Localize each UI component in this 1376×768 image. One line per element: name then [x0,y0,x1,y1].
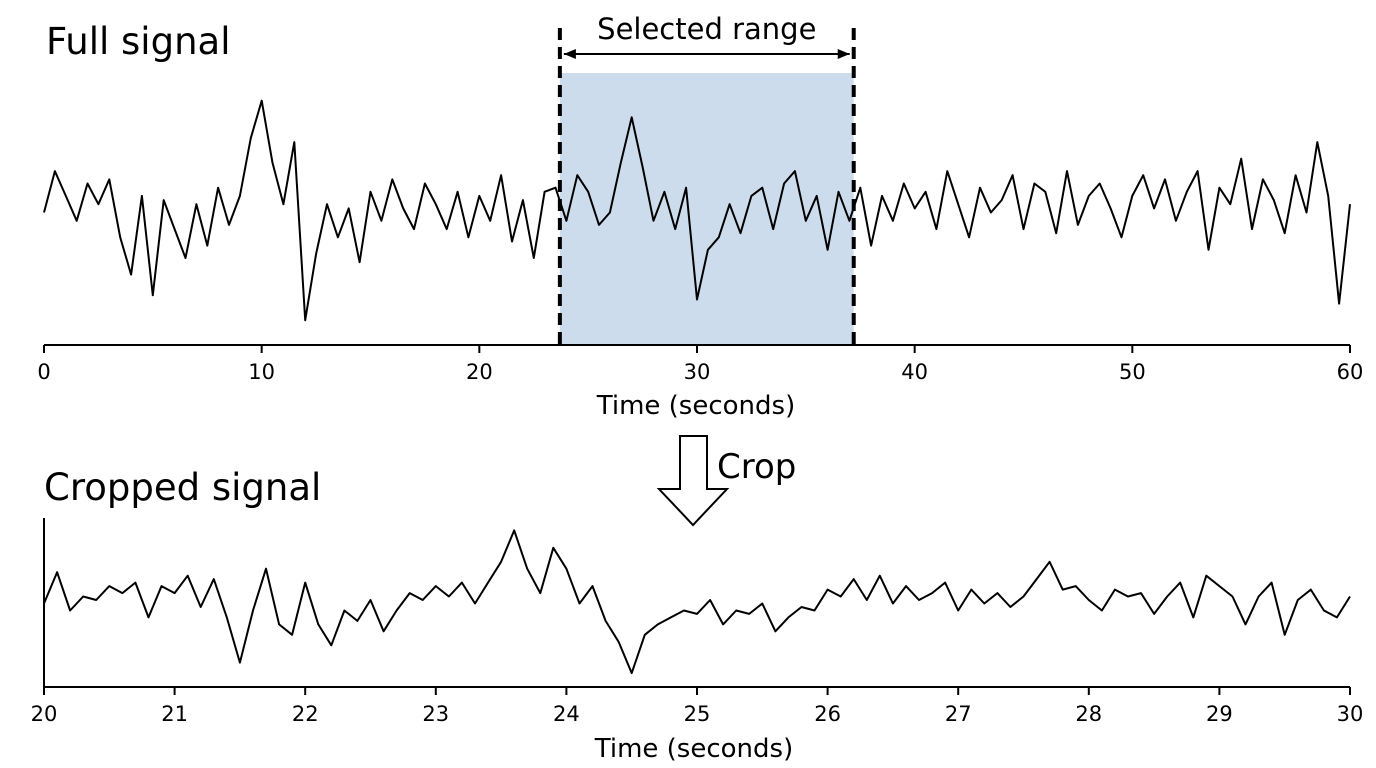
cropped-signal-line [43,529,1351,675]
full-signal-x-tick-label: 20 [466,360,493,384]
crop-indicator: Crop [656,435,796,527]
cropped-signal-x-ticks: 20 21 22 23 24 25 26 27 28 29 30 [31,687,1364,726]
full-signal-x-tick-label: 10 [248,360,275,384]
selected-range-highlight [559,73,854,345]
cropped-signal-x-tick-label: 27 [945,702,972,726]
cropped-signal-title: Cropped signal [44,466,321,509]
cropped-signal-x-tick-label: 24 [553,702,580,726]
down-arrow-icon [656,435,730,527]
selected-range-label: Selected range [597,12,816,46]
cropped-signal-x-tick-label: 29 [1206,702,1233,726]
full-signal-x-axis-label: Time (seconds) [596,391,795,421]
full-signal-x-tick-label: 50 [1119,360,1146,384]
cropped-signal-x-tick-label: 30 [1337,702,1364,726]
cropped-signal-x-tick-label: 22 [292,702,319,726]
full-signal-x-tick-label: 30 [684,360,711,384]
cropped-signal-x-tick-label: 28 [1075,702,1102,726]
full-signal-x-tick-label: 60 [1337,360,1364,384]
cropped-signal-x-tick-label: 26 [814,702,841,726]
full-signal-x-tick-label: 40 [901,360,928,384]
cropped-signal-x-tick-label: 25 [684,702,711,726]
crop-label: Crop [717,447,796,487]
full-signal-chart: Full signal Selected range 0 10 20 30 40 50 60… [37,12,1363,421]
cropped-signal-x-tick-label: 23 [422,702,449,726]
cropped-signal-x-axis-label: Time (seconds) [594,734,793,764]
selected-range-arrowhead-right [837,49,850,59]
cropped-signal-chart: Cropped signal 20 21 22 23 24 25 26 27 28 29 30 Ti… [31,466,1364,764]
full-signal-x-ticks: 0 10 20 30 40 50 60 [37,345,1363,384]
selected-range-arrowhead-left [563,49,576,59]
full-signal-title: Full signal [46,20,230,63]
full-signal-x-tick-label: 0 [37,360,50,384]
full-signal-line [43,99,1351,322]
cropped-signal-x-tick-label: 20 [31,702,58,726]
cropped-signal-x-tick-label: 21 [161,702,188,726]
